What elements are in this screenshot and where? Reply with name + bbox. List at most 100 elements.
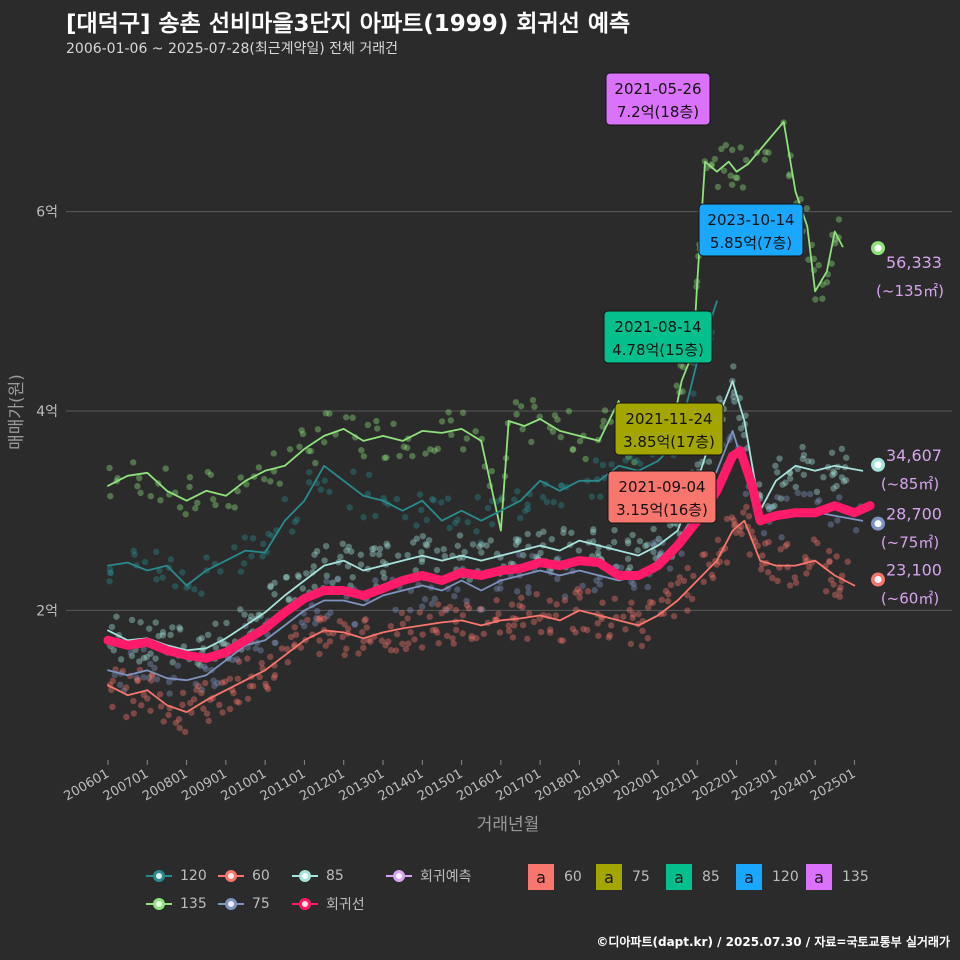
scatter-point-60 <box>508 601 516 608</box>
axes: 2억4억6억2006012007012008012009012010012011… <box>36 205 858 805</box>
scatter-point-85 <box>147 650 154 657</box>
scatter-point-120 <box>131 551 138 558</box>
scatter-point-85 <box>589 529 597 536</box>
scatter-point-135 <box>600 417 607 425</box>
annotations: 2021-05-26 7.2억(18층) 2023-10-14 5.85억(7층) 20… <box>603 72 804 524</box>
scatter-point-60 <box>326 638 334 645</box>
scatter-point-135 <box>823 279 831 286</box>
scatter-point-120 <box>522 507 529 515</box>
scatter-point-135 <box>374 425 381 432</box>
scatter-point-60 <box>244 695 252 702</box>
scatter-point-60 <box>740 509 747 516</box>
scatter-point-75 <box>229 656 236 664</box>
scatter-point-120 <box>106 565 114 573</box>
scatter-point-75 <box>649 540 656 547</box>
scatter-point-85 <box>560 525 567 533</box>
scatter-point-85 <box>137 619 144 626</box>
scatter-point-60 <box>743 503 750 511</box>
scatter-point-85 <box>764 503 772 510</box>
scatter-point-60 <box>645 604 652 611</box>
scatter-point-85 <box>478 541 485 548</box>
scatter-point-135 <box>720 167 728 174</box>
scatter-point-75 <box>351 621 358 628</box>
series-lines <box>103 120 875 713</box>
legend-box: a <box>806 864 832 890</box>
scatter-point-60 <box>830 581 837 588</box>
scatter-point-85 <box>345 543 353 551</box>
scatter-point-60 <box>810 536 818 543</box>
scatter-point-85 <box>159 628 167 636</box>
scatter-point-60 <box>187 699 194 707</box>
scatter-point-120 <box>317 486 325 493</box>
scatter-point-85 <box>730 363 737 370</box>
scatter-point-120 <box>588 493 596 500</box>
scatter-point-75 <box>657 549 665 556</box>
scatter-point-85 <box>828 449 836 456</box>
scatter-point-135 <box>742 156 750 164</box>
scatter-point-60 <box>826 558 833 565</box>
scatter-point-135 <box>137 489 144 497</box>
scatter-point-60 <box>459 630 466 637</box>
scatter-point-60 <box>344 625 352 632</box>
legend-symbol <box>146 866 172 886</box>
scatter-point-75 <box>211 682 218 690</box>
scatter-point-120 <box>690 390 697 397</box>
scatter-point-85 <box>167 631 174 639</box>
scatter-point-60 <box>468 635 475 643</box>
scatter-point-85 <box>271 591 278 598</box>
scatter-point-135 <box>204 468 211 476</box>
scatter-point-120 <box>558 482 565 490</box>
scatter-point-135 <box>722 141 730 149</box>
scatter-point-60 <box>670 612 678 620</box>
scatter-point-135 <box>819 295 826 302</box>
scatter-point-135 <box>383 454 390 461</box>
scatter-point-60 <box>628 599 635 606</box>
scatter-point-60 <box>524 635 531 642</box>
scatter-point-60 <box>552 612 560 619</box>
scatter-point-60 <box>200 705 207 712</box>
scatter-point-135 <box>463 435 471 442</box>
scatter-point-60 <box>480 630 488 638</box>
scatter-point-60 <box>284 659 292 666</box>
scatter-point-75 <box>678 550 685 557</box>
scatter-point-135 <box>557 433 565 441</box>
scatter-point-135 <box>576 437 584 445</box>
legend-label: 85 <box>702 869 720 885</box>
scatter-point-75 <box>476 606 483 613</box>
scatter-point-85 <box>800 471 808 478</box>
scatter-point-85 <box>736 414 743 422</box>
scatter-point-60 <box>411 636 418 643</box>
scatter-point-135 <box>554 416 561 423</box>
scatter-point-135 <box>136 474 143 482</box>
scatter-point-85 <box>176 624 183 631</box>
scatter-point-135 <box>810 255 818 263</box>
scatter-point-60 <box>270 674 278 681</box>
scatter-point-135 <box>517 403 525 410</box>
scatter-point-135 <box>714 183 722 191</box>
scatter-point-85 <box>334 576 341 583</box>
scatter-point-75 <box>271 639 278 646</box>
annotation-box-135 <box>605 72 711 126</box>
scatter-point-60 <box>336 618 344 625</box>
scatter-point-135 <box>835 216 843 223</box>
scatter-point-60 <box>190 696 198 703</box>
scatter-point-135 <box>312 459 319 467</box>
scatter-point-85 <box>413 535 421 542</box>
scatter-point-135 <box>396 452 403 460</box>
scatter-point-60 <box>291 643 298 650</box>
scatter-point-60 <box>525 610 533 617</box>
scatter-point-135 <box>207 471 215 478</box>
scatter-point-60 <box>583 626 591 634</box>
scatter-point-135 <box>679 363 687 371</box>
scatter-point-60 <box>647 598 654 606</box>
legend-item-85: 85 <box>292 866 344 886</box>
scatter-point-60 <box>175 716 183 723</box>
scatter-point-60 <box>399 620 406 628</box>
scatter-point-135 <box>431 447 438 454</box>
scatter-point-60 <box>730 517 737 524</box>
scatter-point-135 <box>459 446 467 453</box>
scatter-point-85 <box>376 551 383 558</box>
scatter-point-120 <box>599 461 607 469</box>
scatter-point-60 <box>792 579 800 586</box>
scatter-point-75 <box>431 595 438 602</box>
